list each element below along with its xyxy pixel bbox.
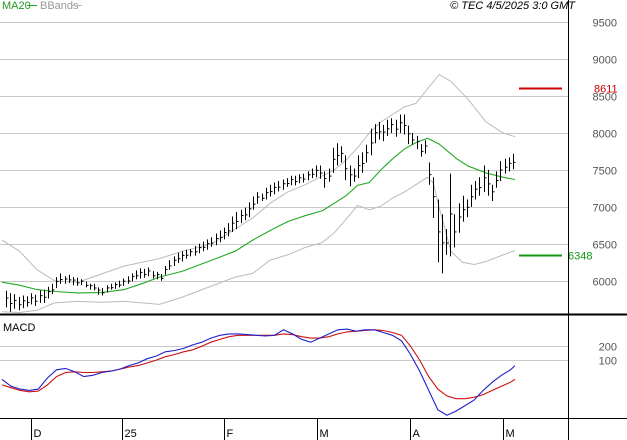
x-tick-label: F [227, 428, 234, 440]
price-tick-label: 9000 [593, 55, 617, 67]
levels-layer: 8611 6348 [519, 84, 618, 263]
price-tick-label: 7500 [593, 166, 617, 178]
support-level-label: 6348 [568, 251, 592, 263]
macd-tick-label: 200 [599, 342, 617, 354]
price-bars [6, 114, 516, 312]
legend-ma20: MA20 [2, 0, 31, 12]
x-axis-labels: D 25 F M A M [31, 418, 515, 440]
bband-upper-line [1, 73, 516, 283]
resistance-level-label: 8611 [594, 84, 618, 96]
macd-tick-label: 100 [599, 356, 617, 368]
series-layer [1, 73, 516, 314]
price-tick-label: 6500 [593, 240, 617, 252]
ma20-line [1, 137, 516, 294]
timestamp: © TEC 4/5/2025 3:0 GMT [450, 0, 576, 12]
macd-line [1, 328, 516, 416]
x-tick-label: M [320, 428, 329, 440]
price-tick-label: 8500 [593, 92, 617, 104]
price-tick-label: 9500 [593, 18, 617, 30]
bband-lower-line [1, 176, 516, 314]
price-tick-label: 8000 [593, 129, 617, 141]
x-tick-label: D [34, 428, 42, 440]
legend-bbands: BBands [40, 0, 79, 12]
price-tick-label: 7000 [593, 203, 617, 215]
price-tick-label: 6000 [593, 277, 617, 289]
macd-layer [1, 328, 516, 416]
y-axis-labels: 6000 6500 7000 7500 8000 8500 9000 9500 100 200 [593, 18, 617, 368]
macd-title: MACD [3, 322, 35, 334]
x-tick-label: A [413, 428, 421, 440]
x-tick-label: 25 [125, 428, 137, 440]
price-grid [0, 22, 568, 282]
macd-grid [0, 346, 568, 361]
x-tick-label: M [506, 428, 515, 440]
